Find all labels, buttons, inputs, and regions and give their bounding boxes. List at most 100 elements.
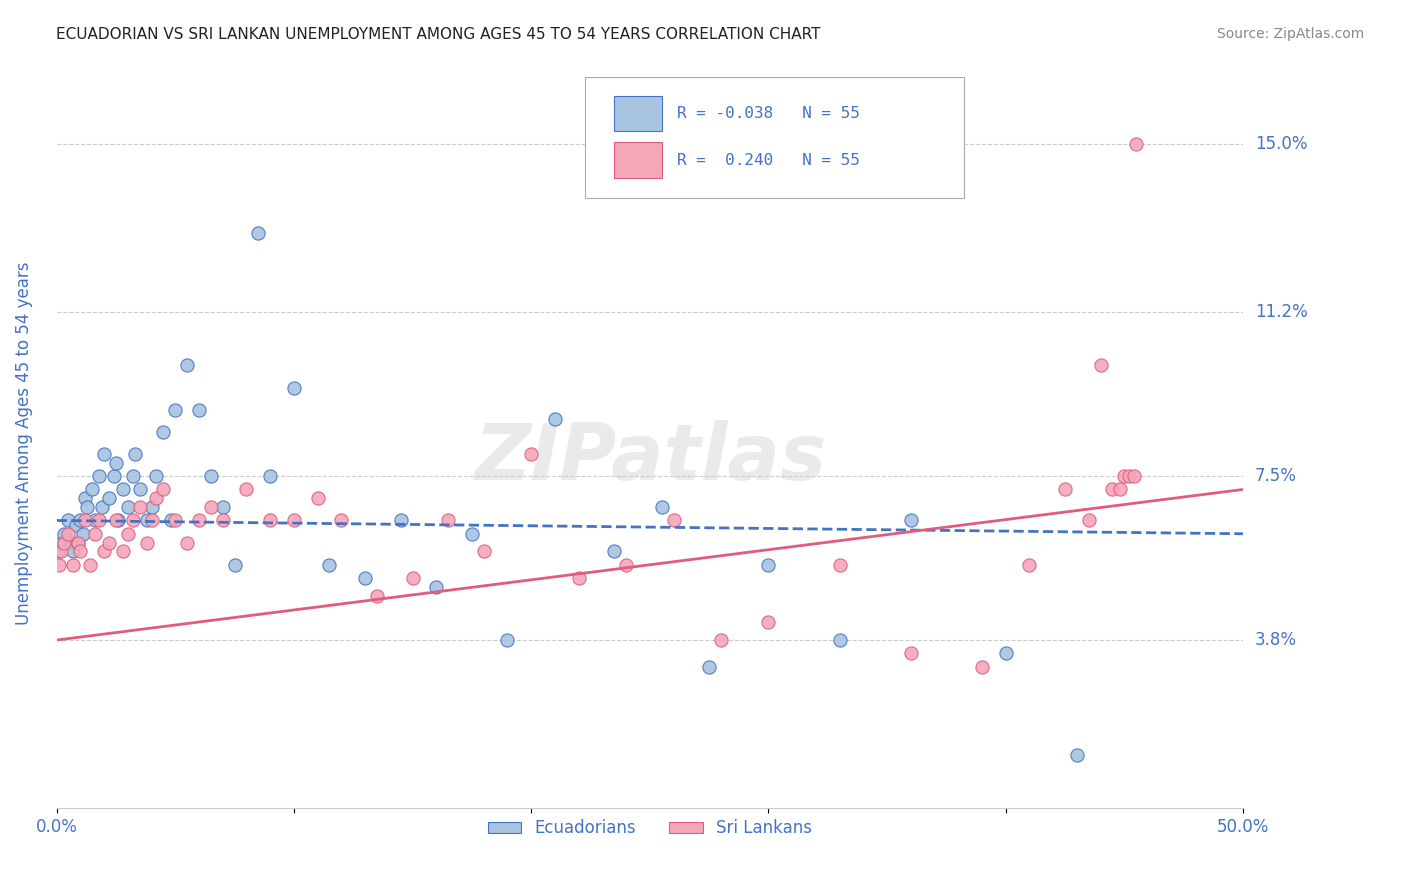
Text: Source: ZipAtlas.com: Source: ZipAtlas.com [1216,27,1364,41]
Point [104,513,127,527]
Point [97,491,120,506]
Point [141,513,163,527]
Legend: Ecuadorians, Sri Lankans: Ecuadorians, Sri Lankans [481,813,818,844]
Point [104,456,127,470]
Text: 3.8%: 3.8% [1256,632,1296,649]
Point [103,469,125,483]
Point [900,646,922,660]
Point [90,500,112,515]
Point [107,513,129,527]
Point [1108,483,1130,497]
Point [48,558,70,572]
Text: R = -0.038   N = 55: R = -0.038 N = 55 [678,106,860,120]
Point [52,526,75,541]
Point [165,402,187,417]
Point [472,544,495,558]
Point [247,226,270,240]
Point [235,483,257,497]
Point [152,483,174,497]
Point [66,535,89,549]
Point [1090,359,1112,373]
Point [93,544,115,558]
Point [354,571,377,585]
Point [97,535,120,549]
Point [52,535,75,549]
Point [145,491,167,506]
Point [75,491,97,506]
Point [496,633,519,648]
Point [900,513,922,527]
Point [58,526,80,541]
Point [51,535,73,549]
Text: 11.2%: 11.2% [1256,303,1308,321]
Point [461,526,484,541]
Text: R =  0.240   N = 55: R = 0.240 N = 55 [678,153,860,168]
Point [141,500,163,515]
Point [48,544,70,558]
Point [1101,483,1123,497]
Point [828,558,851,572]
Point [614,558,637,572]
Point [75,513,97,527]
Point [1118,469,1140,483]
Point [437,513,460,527]
Point [1114,469,1136,483]
Point [758,558,780,572]
Point [259,469,281,483]
Point [89,469,111,483]
Point [520,447,543,461]
Point [1125,136,1147,151]
Text: 15.0%: 15.0% [1256,135,1308,153]
Point [121,513,143,527]
Point [165,513,187,527]
Point [89,513,111,527]
Point [76,500,98,515]
Text: ECUADORIAN VS SRI LANKAN UNEMPLOYMENT AMONG AGES 45 TO 54 YEARS CORRELATION CHAR: ECUADORIAN VS SRI LANKAN UNEMPLOYMENT AM… [56,27,821,42]
Point [401,571,423,585]
Point [200,500,222,515]
Point [145,469,167,483]
Point [135,513,157,527]
Point [318,558,340,572]
Point [1018,558,1040,572]
Point [121,469,143,483]
Point [211,513,233,527]
Point [307,491,329,506]
Point [651,500,673,515]
Point [83,513,105,527]
Point [176,359,198,373]
Point [211,500,233,515]
Point [1122,469,1144,483]
Y-axis label: Unemployment Among Ages 45 to 54 years: Unemployment Among Ages 45 to 54 years [15,261,32,624]
Point [1053,483,1076,497]
FancyBboxPatch shape [614,95,662,131]
Point [117,526,139,541]
Point [79,558,101,572]
Point [59,535,82,549]
Point [283,513,305,527]
Point [62,544,84,558]
Point [568,571,591,585]
Point [93,447,115,461]
Point [69,544,91,558]
Point [112,544,135,558]
Point [1066,748,1088,763]
Point [828,633,851,648]
Point [330,513,353,527]
FancyBboxPatch shape [614,143,662,178]
Point [124,447,146,461]
Point [366,589,388,603]
Point [128,500,150,515]
Point [259,513,281,527]
Point [159,513,181,527]
Point [66,535,89,549]
Point [710,633,733,648]
Point [1077,513,1099,527]
Point [51,544,73,558]
Point [65,517,87,532]
Point [224,558,246,572]
Point [72,526,94,541]
Point [970,659,993,673]
Point [200,469,222,483]
Point [69,513,91,527]
